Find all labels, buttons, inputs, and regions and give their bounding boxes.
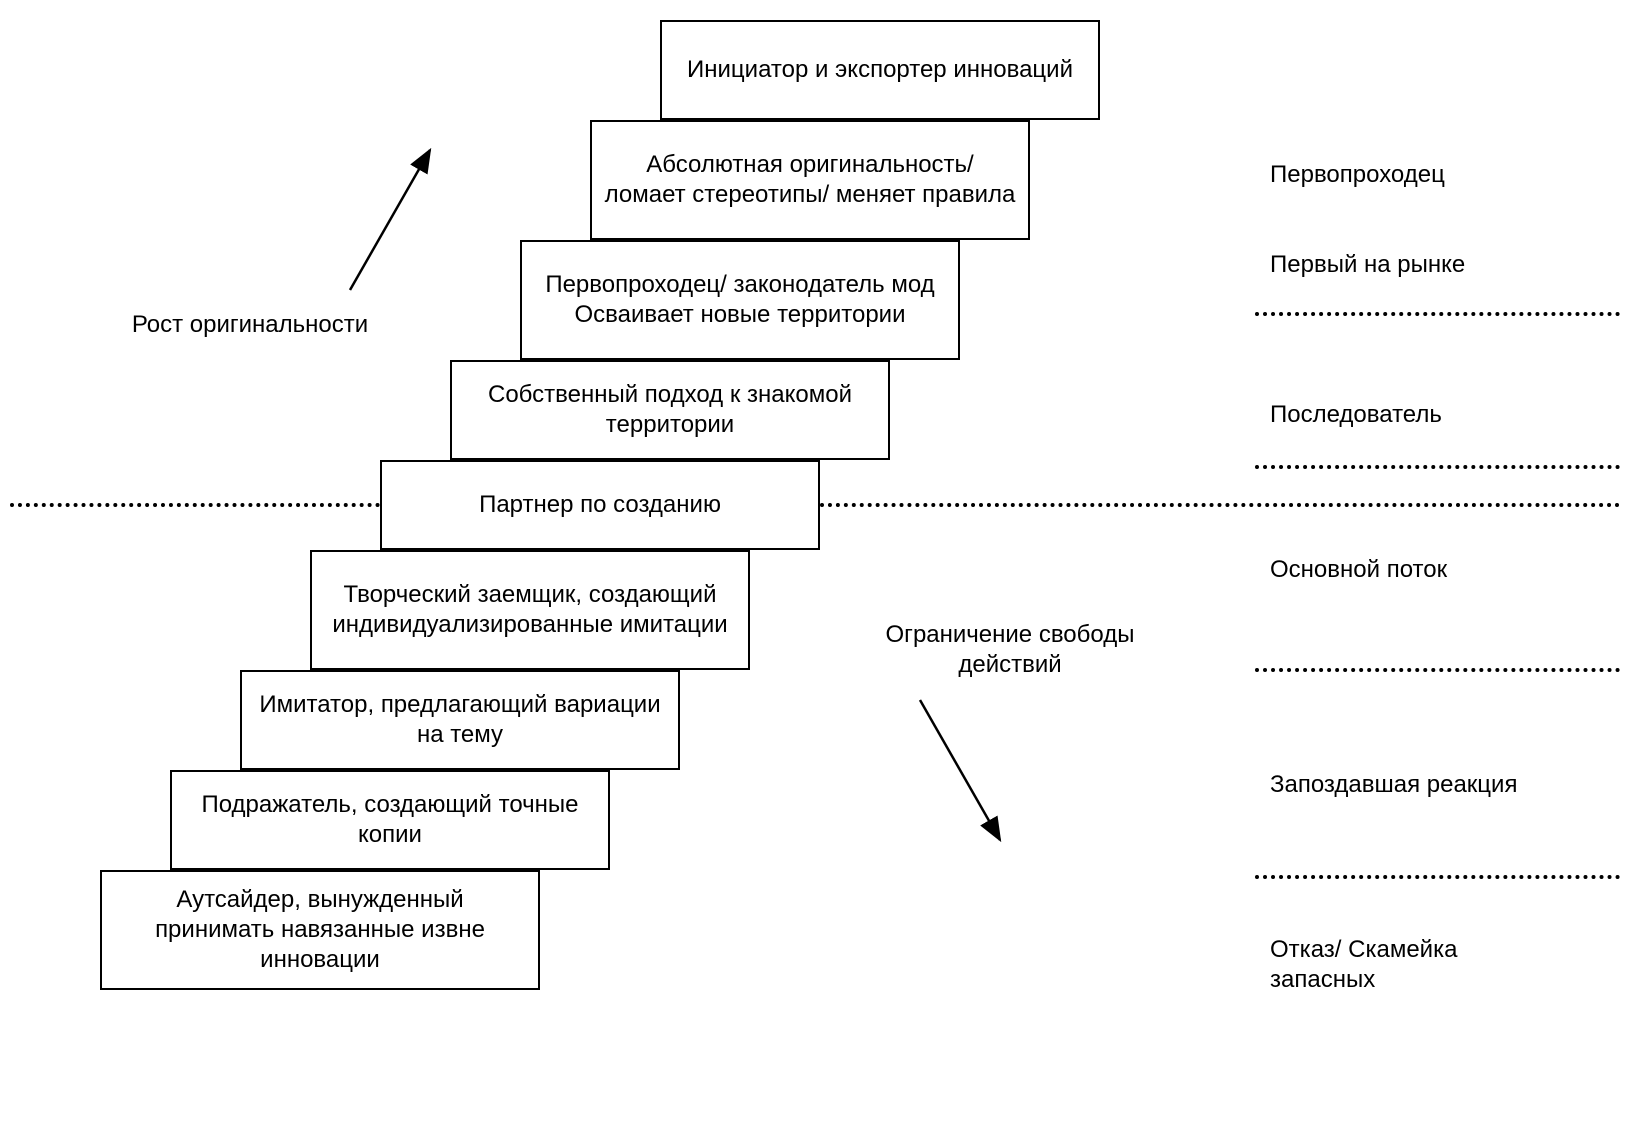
dotted-line-main-right bbox=[820, 503, 1620, 507]
right-label-first: Первый на рынке bbox=[1270, 250, 1465, 280]
step-box-4: Творческий заемщик, создающий индивидуал… bbox=[310, 550, 750, 670]
right-label-text: Отказ/ Скамейка запасных bbox=[1270, 936, 1457, 993]
step-text: Инициатор и экспортер инноваций bbox=[687, 55, 1073, 85]
step-text: Собственный подход к знакомой территории bbox=[464, 380, 876, 440]
dotted-line-2 bbox=[1255, 465, 1620, 469]
right-label-text: Последователь bbox=[1270, 401, 1442, 428]
dotted-line-1 bbox=[1255, 312, 1620, 316]
right-label-pioneer: Первопроходец bbox=[1270, 160, 1445, 190]
right-label-text: Запоздавшая реакция bbox=[1270, 771, 1517, 798]
dotted-line-main-left bbox=[10, 503, 380, 507]
arrow-down-line bbox=[920, 700, 1000, 840]
right-label-refusal: Отказ/ Скамейка запасных bbox=[1270, 935, 1550, 995]
step-text: Аутсайдер, вынужденный принимать навязан… bbox=[114, 885, 526, 975]
dotted-line-3 bbox=[1255, 668, 1620, 672]
right-label-late: Запоздавшая реакция bbox=[1270, 770, 1517, 800]
arrow-up-line bbox=[350, 150, 430, 290]
diagram-canvas: Инициатор и экспортер инноваций Абсолютн… bbox=[0, 0, 1630, 1127]
step-box-2: Подражатель, создающий точные копии bbox=[170, 770, 610, 870]
right-label-text: Основной поток bbox=[1270, 556, 1447, 583]
step-box-8: Абсолютная оригинальность/ ломает стерео… bbox=[590, 120, 1030, 240]
step-text: Абсолютная оригинальность/ ломает стерео… bbox=[604, 150, 1016, 210]
step-text: Подражатель, создающий точные копии bbox=[184, 790, 596, 850]
right-label-mainstream: Основной поток bbox=[1270, 555, 1447, 585]
axis-label-down: Ограничение свободы действий bbox=[850, 620, 1170, 680]
axis-label-down-text: Ограничение свободы действий bbox=[886, 621, 1135, 678]
step-text: Первопроходец/ законодатель мод Осваивае… bbox=[534, 270, 946, 330]
step-box-5: Партнер по созданию bbox=[380, 460, 820, 550]
step-box-6: Собственный подход к знакомой территории bbox=[450, 360, 890, 460]
step-box-9: Инициатор и экспортер инноваций bbox=[660, 20, 1100, 120]
step-text: Имитатор, предлагающий вариации на тему bbox=[254, 690, 666, 750]
step-box-1: Аутсайдер, вынужденный принимать навязан… bbox=[100, 870, 540, 990]
right-label-text: Первопроходец bbox=[1270, 161, 1445, 188]
dotted-line-4 bbox=[1255, 875, 1620, 879]
axis-label-up: Рост оригинальности bbox=[120, 310, 380, 340]
step-box-3: Имитатор, предлагающий вариации на тему bbox=[240, 670, 680, 770]
step-text: Творческий заемщик, создающий индивидуал… bbox=[324, 580, 736, 640]
step-text: Партнер по созданию bbox=[479, 490, 721, 520]
step-box-7: Первопроходец/ законодатель мод Осваивае… bbox=[520, 240, 960, 360]
right-label-follower: Последователь bbox=[1270, 400, 1442, 430]
right-label-text: Первый на рынке bbox=[1270, 251, 1465, 278]
axis-label-up-text: Рост оригинальности bbox=[132, 311, 368, 338]
